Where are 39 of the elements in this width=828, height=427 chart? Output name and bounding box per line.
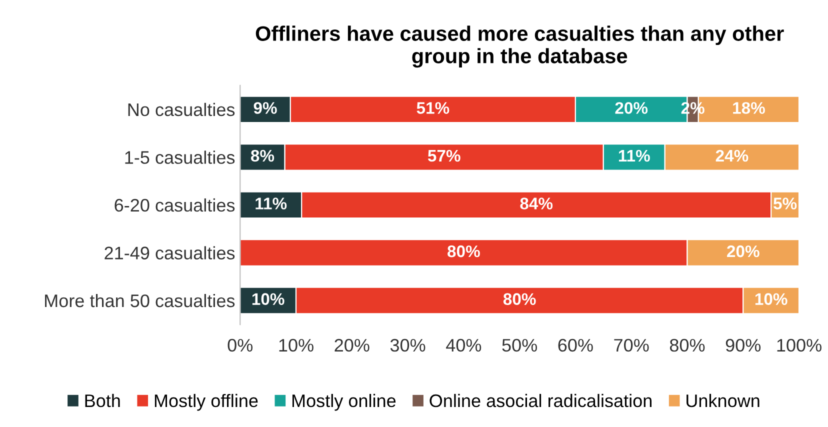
data-label: 51% — [416, 102, 450, 114]
data-label: 11% — [618, 150, 650, 162]
data-label: 57% — [428, 150, 460, 162]
data-label: 2% — [681, 102, 704, 114]
data-label: 18% — [733, 102, 765, 114]
data-label: 10% — [755, 293, 788, 305]
x-tick-label: 20% — [334, 338, 370, 352]
data-label: 24% — [716, 150, 748, 162]
x-tick-label: 10% — [279, 338, 314, 352]
chart-title: Offliners have caused more casualties than any other group in the database — [256, 26, 784, 68]
legend-label: Mostly offline — [154, 394, 258, 411]
x-tick-label: 50% — [502, 338, 537, 352]
data-label: 5% — [774, 198, 797, 210]
x-tick-label: 90% — [726, 338, 761, 352]
data-label: 80% — [503, 293, 536, 305]
y-tick-label: 1-5 casualties — [125, 150, 235, 164]
data-label: 10% — [252, 293, 284, 305]
legend-label: Unknown — [686, 394, 760, 408]
x-tick-label: 80% — [670, 338, 705, 352]
y-tick-label: 21-49 casualties — [104, 246, 235, 260]
data-label: 80% — [448, 245, 480, 258]
x-tick-label: 70% — [614, 338, 649, 352]
data-label: 20% — [615, 102, 648, 114]
data-label: 11% — [256, 198, 287, 210]
y-tick-label: More than 50 casualties — [45, 294, 235, 308]
x-tick-label: 30% — [390, 338, 426, 352]
x-tick-label: 60% — [558, 338, 593, 352]
legend-label: Online asocial radicalisation — [430, 394, 652, 408]
data-label: 84% — [520, 198, 553, 210]
x-tick-label: 100% — [777, 338, 822, 352]
x-tick-label: 0% — [228, 338, 253, 352]
legend-label: Both — [85, 394, 120, 408]
data-label: 9% — [254, 102, 277, 114]
data-label: 8% — [250, 150, 274, 162]
y-tick-label: 6-20 casualties — [114, 198, 235, 212]
y-tick-label: No casualties — [128, 102, 235, 116]
legend-label: Mostly online — [292, 394, 396, 411]
data-label: 20% — [727, 245, 760, 258]
x-tick-label: 40% — [446, 338, 482, 352]
